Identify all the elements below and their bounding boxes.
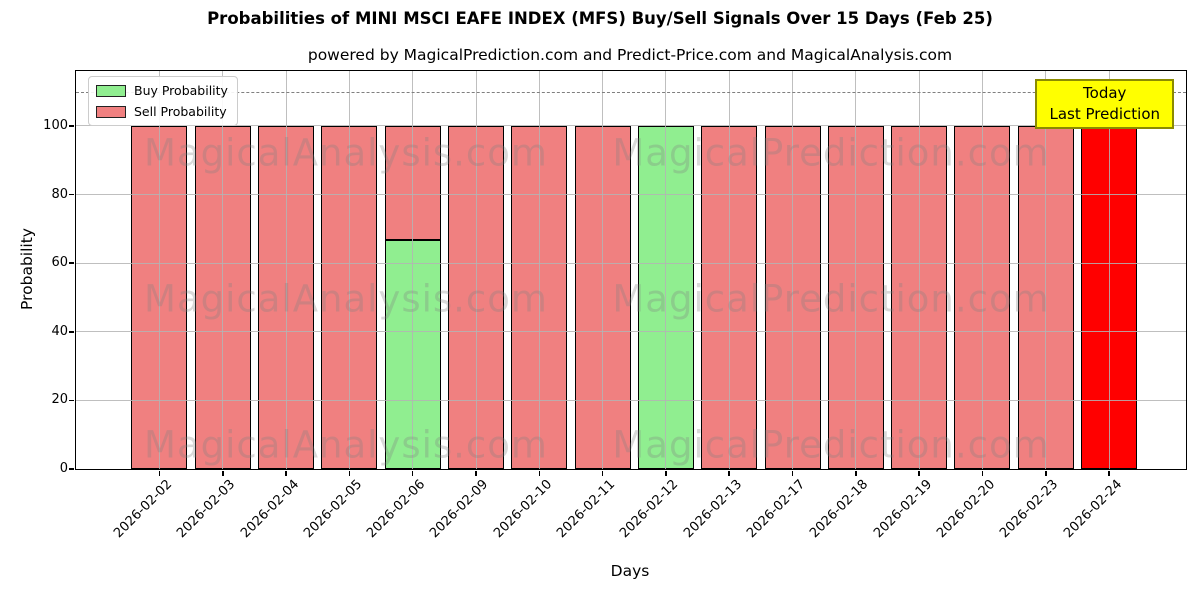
x-axis-tick (475, 471, 477, 476)
x-tick-label-2026-02-24: 2026-02-24 (1060, 477, 1125, 542)
gridline-vertical (538, 71, 540, 469)
y-tick-label: 0 (59, 461, 68, 476)
legend-item-label: Buy Probability (134, 83, 228, 98)
x-tick-label-2026-02-19: 2026-02-19 (870, 477, 935, 542)
x-axis-tick (285, 471, 287, 476)
legend-swatch-icon (96, 84, 126, 97)
gridline-vertical (158, 71, 160, 469)
x-axis-tick (411, 471, 414, 476)
x-axis-tick (348, 471, 351, 476)
gridline-vertical (222, 71, 224, 469)
y-axis-tick (69, 331, 74, 333)
legend-swatch-icon (96, 105, 126, 118)
x-tick-label-2026-02-23: 2026-02-23 (997, 477, 1062, 542)
x-axis-tick (855, 471, 857, 476)
today-annotation: Today Last Prediction (1035, 79, 1174, 129)
x-tick-label-2026-02-12: 2026-02-12 (617, 477, 682, 542)
x-axis-tick (665, 471, 667, 476)
gridline-horizontal (76, 399, 1186, 401)
gridline-vertical (412, 71, 414, 469)
gridline-horizontal (76, 262, 1186, 264)
today-annotation-line: Last Prediction (1049, 105, 1160, 123)
x-axis-tick (538, 471, 541, 476)
x-axis-label: Days (610, 562, 650, 580)
legend-item-label: Sell Probability (134, 104, 227, 119)
y-axis-tick (69, 399, 74, 402)
legend-item: Buy Probability (96, 83, 228, 98)
x-tick-label-2026-02-05: 2026-02-05 (300, 477, 366, 542)
x-axis-tick (158, 471, 161, 476)
gridline-horizontal (76, 125, 1186, 127)
x-axis-tick (791, 471, 794, 476)
x-tick-label-2026-02-18: 2026-02-18 (807, 477, 872, 542)
watermark-text: MagicalPrediction.com (612, 131, 1050, 175)
x-axis-tick (728, 471, 730, 476)
gridline-vertical (1045, 71, 1047, 469)
x-tick-label-2026-02-03: 2026-02-03 (174, 477, 239, 542)
y-tick-label: 100 (43, 117, 68, 133)
x-axis-tick (918, 471, 920, 476)
y-tick-label: 40 (51, 323, 68, 339)
watermark-text: MagicalPrediction.com (612, 277, 1050, 321)
y-tick-label: 20 (51, 392, 68, 408)
y-axis-tick (69, 125, 74, 127)
watermark-text: MagicalPrediction.com (612, 423, 1050, 467)
x-axis-tick (1045, 471, 1047, 476)
plot-area: Buy Probability Sell Probability Today Las… (43, 70, 1187, 541)
x-tick-label-2026-02-06: 2026-02-06 (364, 477, 429, 542)
today-annotation-line: Today (1083, 84, 1127, 102)
y-axis-tick (69, 193, 74, 196)
x-tick-label-2026-02-02: 2026-02-02 (111, 477, 176, 542)
chart-subtitle: powered by MagicalPrediction.com and Pre… (307, 46, 953, 64)
gridline-vertical (981, 71, 983, 469)
x-tick-label-2026-02-09: 2026-02-09 (427, 477, 492, 542)
gridline-vertical (475, 71, 477, 469)
x-tick-label-2026-02-11: 2026-02-11 (554, 477, 619, 542)
legend: Buy Probability Sell Probability (88, 76, 238, 126)
legend-item: Sell Probability (96, 104, 228, 119)
gridline-vertical (602, 71, 604, 469)
watermark-text: MagicalAnalysis.com (144, 277, 548, 321)
gridline-horizontal (76, 331, 1186, 333)
x-tick-label-2026-02-20: 2026-02-20 (934, 477, 999, 542)
x-axis-tick (601, 471, 604, 476)
gridline-vertical (855, 71, 857, 469)
x-axis-tick (981, 471, 984, 476)
x-tick-label-2026-02-04: 2026-02-04 (237, 477, 302, 542)
x-tick-label-2026-02-17: 2026-02-17 (744, 477, 809, 542)
x-tick-label-2026-02-13: 2026-02-13 (680, 477, 745, 542)
gridline-vertical (348, 71, 350, 469)
threshold-dashed-line (76, 91, 1186, 93)
y-tick-label: 60 (51, 255, 68, 271)
chart-title: Probabilities of MINI MSCI EAFE INDEX (M… (207, 9, 993, 28)
gridline-vertical (918, 71, 920, 469)
x-axis-tick (222, 471, 224, 476)
gridline-vertical (665, 71, 667, 469)
x-tick-label-2026-02-10: 2026-02-10 (490, 477, 555, 542)
gridline-horizontal (76, 194, 1186, 196)
gridline-vertical (728, 71, 730, 469)
x-axis-tick (1108, 471, 1110, 476)
gridline-vertical (792, 71, 794, 469)
y-axis-label: Probability (18, 228, 36, 310)
watermark-text: MagicalAnalysis.com (144, 131, 548, 175)
y-tick-label: 80 (51, 186, 68, 202)
gridline-vertical (285, 71, 287, 469)
watermark-text: MagicalAnalysis.com (144, 423, 548, 467)
gridline-vertical (1108, 71, 1110, 469)
y-axis-tick (69, 262, 74, 264)
y-axis-tick (69, 468, 74, 470)
